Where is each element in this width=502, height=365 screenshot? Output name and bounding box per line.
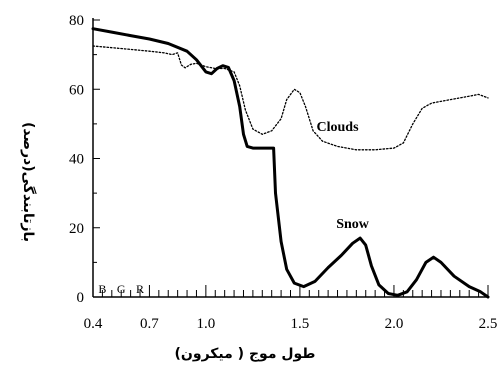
band-label: G (117, 282, 126, 296)
series-line-snow (91, 27, 490, 299)
y-tick-label: 0 (77, 290, 85, 306)
x-tick-label: 2.0 (385, 316, 404, 332)
band-label: B (98, 282, 106, 296)
y-tick-label: 20 (69, 221, 84, 237)
ticks: 0 20 40 60 80 0.4 0.7 1.0 1.5 2.0 2.5 (69, 13, 497, 332)
series-line-clouds (92, 45, 489, 151)
x-tick-label: 0.7 (140, 316, 159, 332)
x-tick-label: 1.5 (291, 316, 310, 332)
y-tick-label: 80 (69, 13, 84, 29)
y-tick-label: 60 (69, 82, 84, 98)
band-label: R (136, 282, 144, 296)
x-tick-label: 1.0 (196, 316, 215, 332)
series-layer (91, 27, 490, 299)
series-label-snow: Snow (336, 217, 370, 232)
x-tick-label: 2.5 (479, 316, 498, 332)
y-axis-title: بازتابندگی(درصد) (20, 122, 37, 242)
x-axis-title: طول موج ( میکرون) (175, 346, 316, 362)
axes (92, 18, 488, 298)
y-tick-label: 40 (69, 152, 84, 168)
labels: Snow Clouds B G R (98, 120, 369, 296)
x-tick-label: 0.4 (84, 316, 103, 332)
series-label-clouds: Clouds (317, 120, 360, 135)
